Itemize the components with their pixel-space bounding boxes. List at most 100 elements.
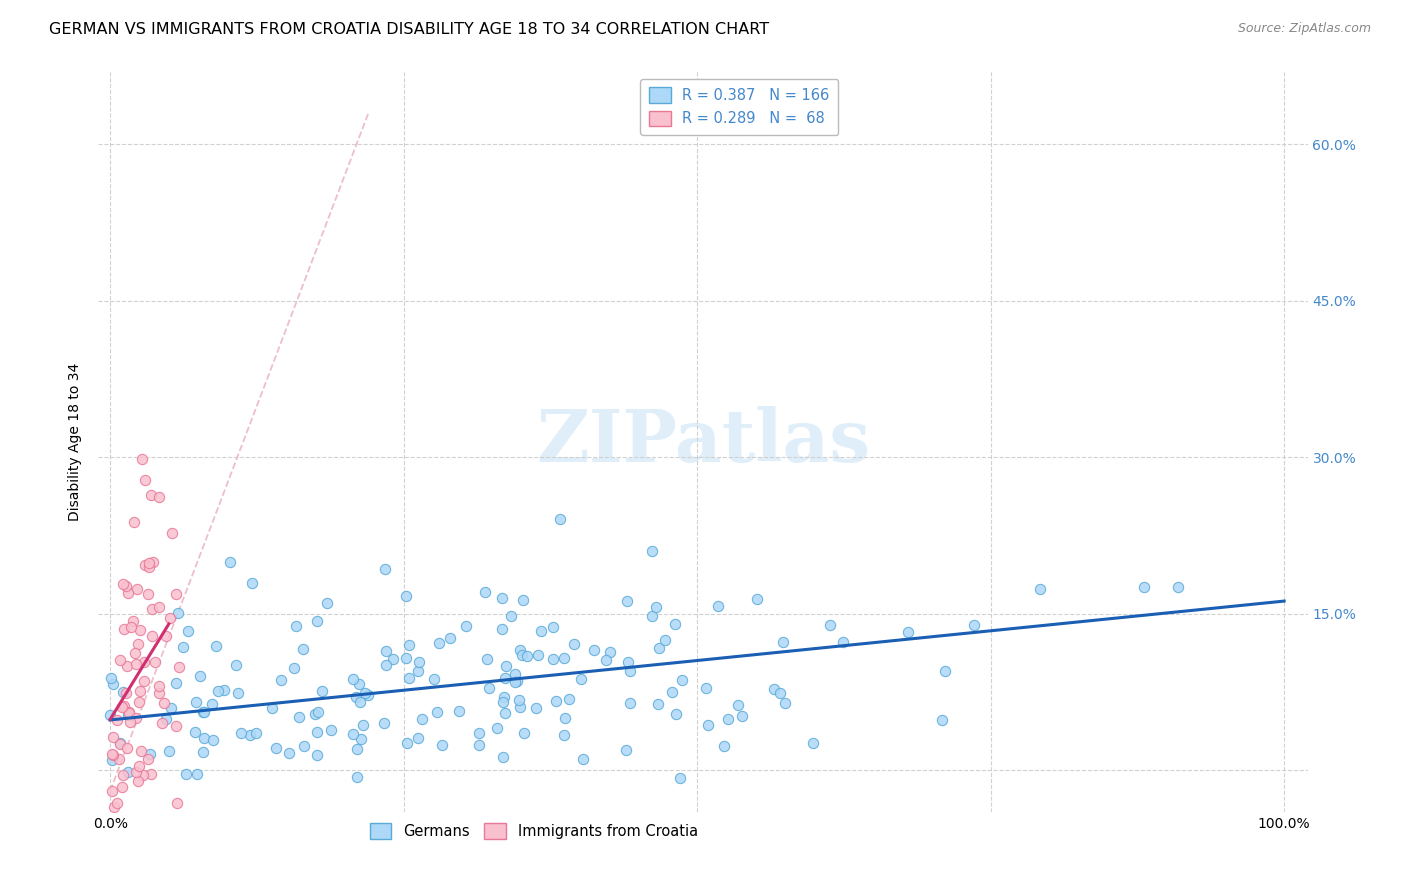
Point <box>668 771 690 785</box>
Point <box>530 624 553 638</box>
Point <box>111 577 134 591</box>
Point <box>131 452 153 467</box>
Point <box>101 730 124 744</box>
Point <box>148 600 170 615</box>
Point <box>494 671 516 685</box>
Point <box>115 579 138 593</box>
Point <box>439 631 461 645</box>
Point <box>486 721 509 735</box>
Point <box>619 696 641 710</box>
Point <box>491 749 513 764</box>
Point <box>134 655 156 669</box>
Point <box>122 516 145 530</box>
Point <box>101 677 124 691</box>
Point <box>169 660 191 674</box>
Point <box>121 615 143 629</box>
Point <box>381 652 404 666</box>
Point <box>395 589 418 603</box>
Point <box>153 696 176 710</box>
Point <box>111 768 134 782</box>
Point <box>406 731 429 745</box>
Point <box>468 726 491 740</box>
Point <box>595 652 617 666</box>
Point <box>527 648 550 662</box>
Point <box>408 664 430 678</box>
Point <box>188 669 211 683</box>
Point <box>572 752 595 766</box>
Point <box>503 675 526 690</box>
Point <box>763 681 786 696</box>
Point <box>350 731 373 746</box>
Point <box>491 591 513 606</box>
Point <box>564 636 586 650</box>
Point <box>648 640 671 655</box>
Point <box>98 707 121 722</box>
Point <box>349 695 371 709</box>
Point <box>112 699 135 714</box>
Point <box>491 623 513 637</box>
Point <box>641 608 664 623</box>
Text: ZIPatlas: ZIPatlas <box>536 406 870 477</box>
Point <box>139 767 162 781</box>
Point <box>671 673 693 688</box>
Point <box>128 696 150 710</box>
Point <box>475 652 498 666</box>
Point <box>546 694 568 708</box>
Point <box>1167 580 1189 594</box>
Point <box>285 619 308 633</box>
Point <box>165 719 187 733</box>
Point <box>731 709 754 723</box>
Point <box>516 648 538 663</box>
Point <box>374 644 396 658</box>
Point <box>117 659 139 673</box>
Point <box>207 684 229 698</box>
Point <box>508 692 530 706</box>
Point <box>141 488 163 502</box>
Point <box>270 673 292 687</box>
Point <box>143 655 166 669</box>
Point <box>240 576 263 591</box>
Point <box>159 610 181 624</box>
Point <box>524 701 547 715</box>
Point <box>554 711 576 725</box>
Point <box>111 780 134 794</box>
Point <box>120 620 142 634</box>
Point <box>165 587 187 601</box>
Point <box>772 635 794 649</box>
Point <box>553 728 575 742</box>
Point <box>103 747 125 762</box>
Point <box>212 683 235 698</box>
Point <box>160 701 183 715</box>
Point <box>617 656 640 670</box>
Point <box>773 696 796 710</box>
Point <box>510 648 533 663</box>
Point <box>127 582 149 596</box>
Point <box>616 594 638 608</box>
Point <box>138 587 160 601</box>
Point <box>492 695 515 709</box>
Point <box>115 740 138 755</box>
Point <box>101 784 124 798</box>
Point <box>745 592 768 607</box>
Point <box>478 681 501 696</box>
Point <box>506 673 529 688</box>
Point <box>142 555 165 569</box>
Point <box>963 618 986 632</box>
Point <box>118 705 141 719</box>
Point <box>1132 580 1154 594</box>
Point <box>374 561 396 575</box>
Point <box>118 706 141 721</box>
Point <box>157 744 180 758</box>
Point <box>239 728 262 742</box>
Point <box>226 686 249 700</box>
Point <box>105 796 128 810</box>
Point <box>127 637 149 651</box>
Point <box>138 556 160 570</box>
Point <box>245 726 267 740</box>
Point <box>191 705 214 719</box>
Point <box>128 759 150 773</box>
Point <box>665 707 688 722</box>
Point <box>201 733 224 747</box>
Point <box>411 712 433 726</box>
Point <box>352 718 374 732</box>
